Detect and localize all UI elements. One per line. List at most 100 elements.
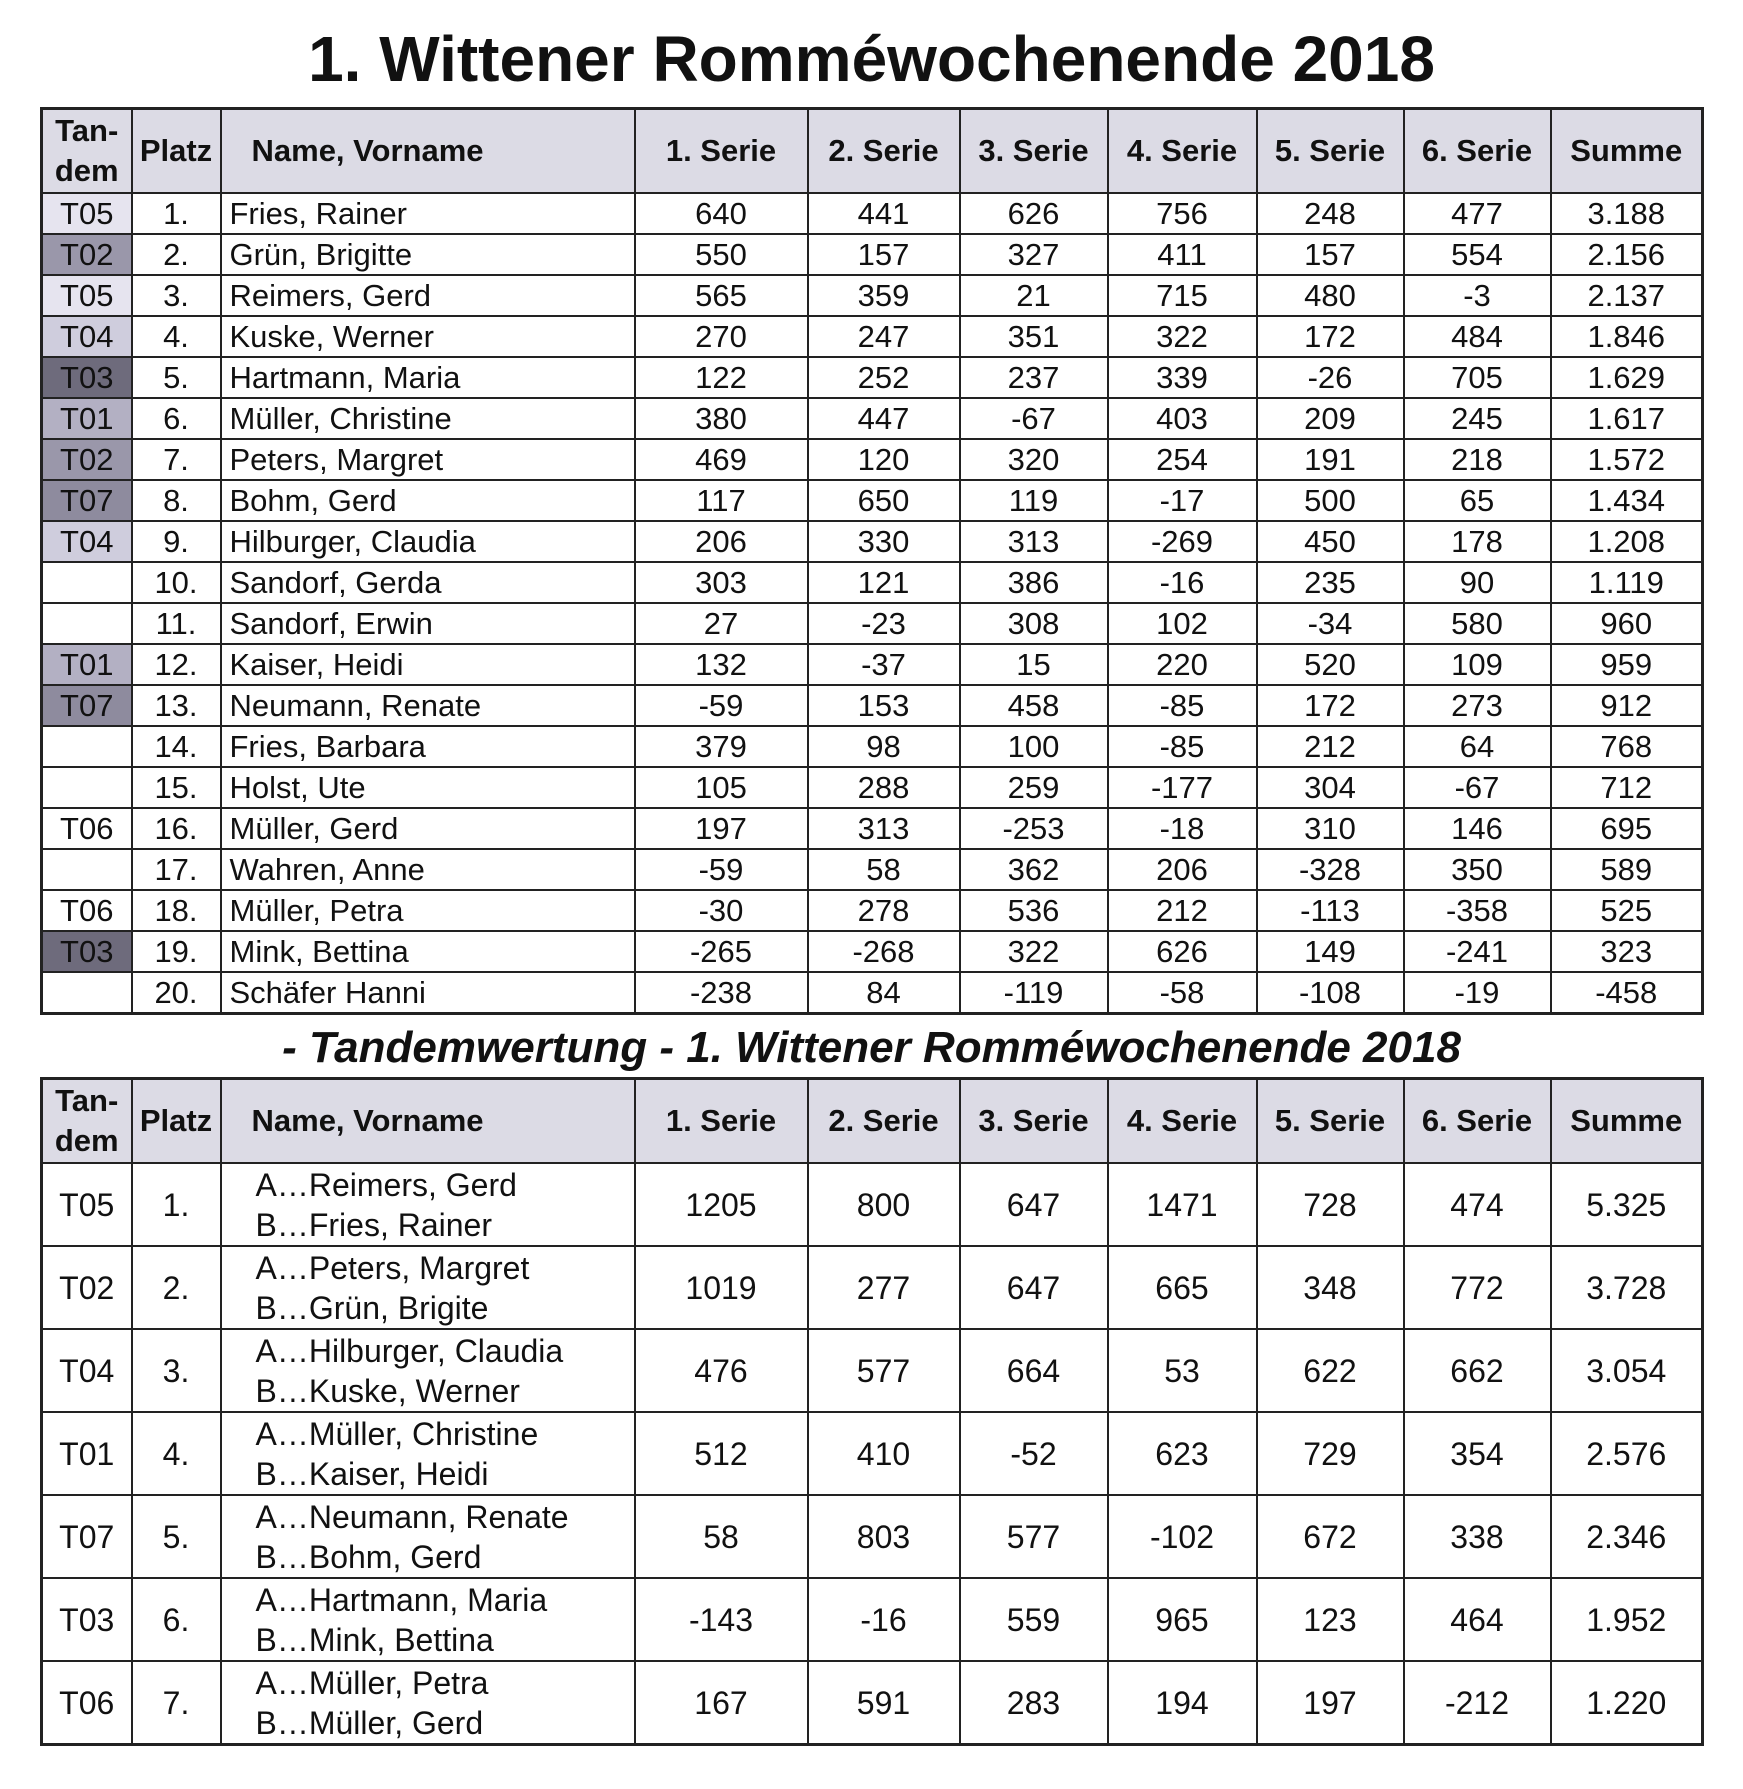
tandem-cell: T06 bbox=[40, 889, 133, 932]
series-cell: 339 bbox=[1106, 356, 1258, 399]
series-cell: -85 bbox=[1106, 725, 1258, 768]
series-cell: 800 bbox=[806, 1162, 961, 1247]
sum-cell: 1.617 bbox=[1549, 397, 1704, 440]
series-cell: 252 bbox=[806, 356, 961, 399]
series-cell: -265 bbox=[633, 930, 809, 973]
sum-cell: 1.629 bbox=[1549, 356, 1704, 399]
series-cell: 550 bbox=[633, 233, 809, 276]
series-cell: 218 bbox=[1402, 438, 1552, 481]
name-cell: A…Peters, Margret B…Grün, Brigite bbox=[219, 1245, 636, 1330]
series-cell: 464 bbox=[1402, 1577, 1552, 1662]
series-cell: 476 bbox=[633, 1328, 809, 1413]
player-name: A…Hartmann, Maria bbox=[255, 1581, 548, 1618]
series-cell: 122 bbox=[633, 356, 809, 399]
row: T04 3. A…Hilburger, Claudia B…Kuske, Werner… bbox=[40, 1328, 1704, 1413]
sum-cell: 1.208 bbox=[1549, 520, 1704, 563]
header-cell: Name, Vorname bbox=[219, 107, 636, 194]
series-cell: -19 bbox=[1402, 971, 1552, 1015]
sum-cell: 3.188 bbox=[1549, 192, 1704, 235]
sum-cell: 3.054 bbox=[1549, 1328, 1704, 1413]
platz-cell: 8. bbox=[130, 479, 222, 522]
series-cell: 386 bbox=[958, 561, 1109, 604]
series-cell: 58 bbox=[806, 848, 961, 891]
series-cell: -67 bbox=[958, 397, 1109, 440]
row: T03 19. Mink, Bettina -265 -268 322 626 149 -241… bbox=[40, 930, 1704, 973]
series-cell: 172 bbox=[1255, 315, 1405, 358]
name-cell: Holst, Ute bbox=[219, 766, 636, 809]
series-cell: 191 bbox=[1255, 438, 1405, 481]
series-cell: 626 bbox=[1106, 930, 1258, 973]
series-cell: 84 bbox=[806, 971, 961, 1015]
row: T02 7. Peters, Margret 469 120 320 254 191 218 1.… bbox=[40, 438, 1704, 481]
sum-cell: 2.156 bbox=[1549, 233, 1704, 276]
series-cell: 206 bbox=[1106, 848, 1258, 891]
header-row: Tan-dem Platz Name, Vorname 1. Serie 2. Seri… bbox=[40, 1077, 1704, 1164]
series-cell: 580 bbox=[1402, 602, 1552, 645]
series-cell: 591 bbox=[806, 1660, 961, 1746]
series-cell: -113 bbox=[1255, 889, 1405, 932]
series-cell: 441 bbox=[806, 192, 961, 235]
series-cell: 172 bbox=[1255, 684, 1405, 727]
series-cell: 288 bbox=[806, 766, 961, 809]
sum-cell: 5.325 bbox=[1549, 1162, 1704, 1247]
player-name: A…Müller, Christine bbox=[255, 1415, 539, 1452]
series-cell: 308 bbox=[958, 602, 1109, 645]
series-cell: 153 bbox=[806, 684, 961, 727]
series-cell: 756 bbox=[1106, 192, 1258, 235]
name-cell: A…Müller, Christine B…Kaiser, Heidi bbox=[219, 1411, 636, 1496]
sum-cell: -458 bbox=[1549, 971, 1704, 1015]
header-row: Tan-dem Platz Name, Vorname 1. Serie 2. Seri… bbox=[40, 107, 1704, 194]
series-cell: 458 bbox=[958, 684, 1109, 727]
series-cell: -58 bbox=[1106, 971, 1258, 1015]
series-cell: 622 bbox=[1255, 1328, 1405, 1413]
series-cell: 178 bbox=[1402, 520, 1552, 563]
series-cell: 117 bbox=[633, 479, 809, 522]
sum-cell: 1.119 bbox=[1549, 561, 1704, 604]
name-cell: A…Reimers, Gerd B…Fries, Rainer bbox=[219, 1162, 636, 1247]
header-cell: Tan-dem bbox=[40, 107, 133, 194]
series-cell: 520 bbox=[1255, 643, 1405, 686]
series-cell: -268 bbox=[806, 930, 961, 973]
platz-cell: 5. bbox=[130, 356, 222, 399]
series-cell: 247 bbox=[806, 315, 961, 358]
header-cell: 1. Serie bbox=[633, 1077, 809, 1164]
tandem-cell: T06 bbox=[40, 807, 133, 850]
series-cell: 338 bbox=[1402, 1494, 1552, 1579]
name-cell: Bohm, Gerd bbox=[219, 479, 636, 522]
series-cell: 206 bbox=[633, 520, 809, 563]
series-cell: -59 bbox=[633, 848, 809, 891]
series-cell: 220 bbox=[1106, 643, 1258, 686]
header-cell: Platz bbox=[130, 107, 222, 194]
player-name: A…Peters, Margret bbox=[255, 1249, 530, 1286]
name-cell: Fries, Rainer bbox=[219, 192, 636, 235]
series-cell: 65 bbox=[1402, 479, 1552, 522]
sum-cell: 525 bbox=[1549, 889, 1704, 932]
header-cell: 1. Serie bbox=[633, 107, 809, 194]
series-cell: 626 bbox=[958, 192, 1109, 235]
series-cell: -108 bbox=[1255, 971, 1405, 1015]
title: 1. Wittener Rommé­wochenende 2018 bbox=[308, 23, 1435, 95]
name-cell: Fries, Barbara bbox=[219, 725, 636, 768]
name-cell: Müller, Petra bbox=[219, 889, 636, 932]
platz-cell: 1. bbox=[130, 192, 222, 235]
header-cell: 6. Serie bbox=[1402, 1077, 1552, 1164]
series-cell: 554 bbox=[1402, 233, 1552, 276]
row: T05 1. A…Reimers, Gerd B…Fries, Rainer 1205 8… bbox=[40, 1162, 1704, 1247]
series-cell: 283 bbox=[958, 1660, 1109, 1746]
platz-cell: 17. bbox=[130, 848, 222, 891]
header-cell: Summe bbox=[1549, 107, 1704, 194]
platz-cell: 7. bbox=[130, 1660, 222, 1746]
series-cell: 58 bbox=[633, 1494, 809, 1579]
series-cell: 157 bbox=[806, 233, 961, 276]
name-cell: Kaiser, Heidi bbox=[219, 643, 636, 686]
sum-cell: 1.952 bbox=[1549, 1577, 1704, 1662]
tandem-cell bbox=[40, 766, 133, 809]
series-cell: 121 bbox=[806, 561, 961, 604]
series-cell: 650 bbox=[806, 479, 961, 522]
series-cell: 330 bbox=[806, 520, 961, 563]
tandem-cell: T01 bbox=[40, 1411, 133, 1496]
sum-cell: 589 bbox=[1549, 848, 1704, 891]
name-cell: Schäfer Hanni bbox=[219, 971, 636, 1015]
series-cell: 209 bbox=[1255, 397, 1405, 440]
header-cell: 2. Serie bbox=[806, 1077, 961, 1164]
